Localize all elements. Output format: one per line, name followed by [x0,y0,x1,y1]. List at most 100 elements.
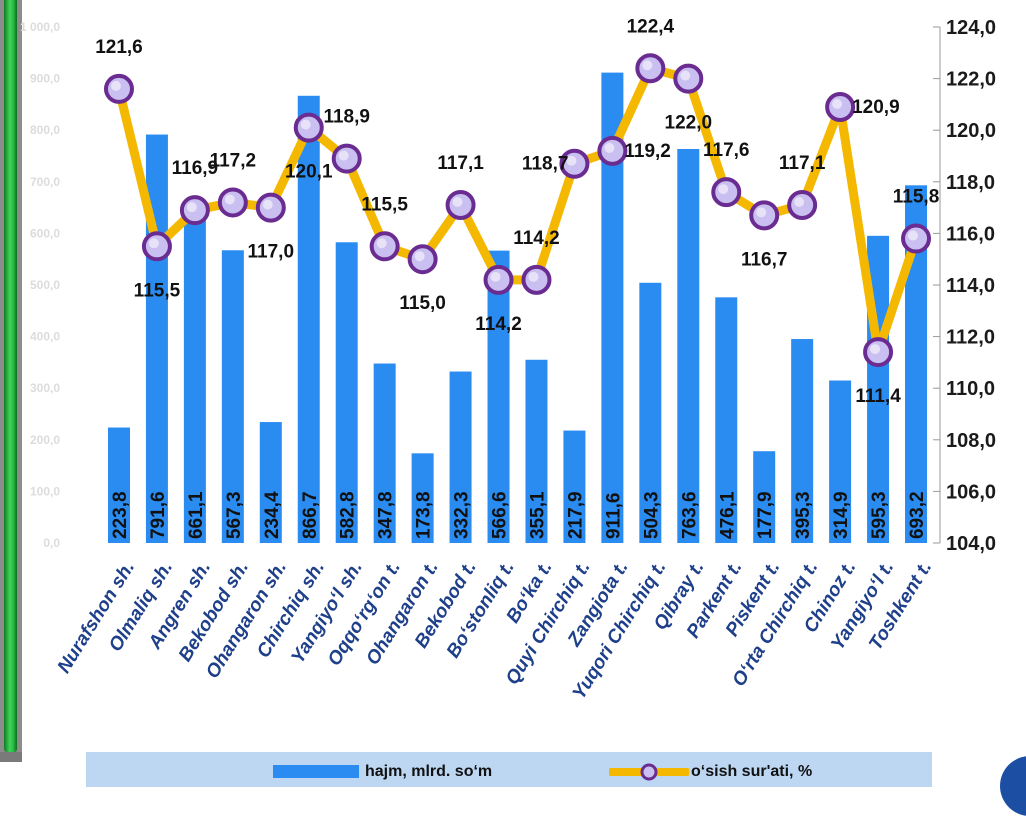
line-value-label: 117,2 [210,150,257,171]
y-right-tick-label: 124,0 [946,17,996,39]
line-marker-highlight [186,202,197,213]
y-right-tick-label: 120,0 [946,120,996,142]
combo-chart: 0,0 100,0 200,0 300,0 400,0 500,0 600,0 700,0 80… [20,16,996,703]
line-value-label: 116,9 [172,158,219,179]
line-marker-highlight [300,119,311,130]
bar [791,339,814,543]
bar-value-label: 347,8 [376,491,397,539]
bar-value-label: 177,9 [755,491,776,539]
bar-value-label: 234,4 [262,491,283,539]
line-value-label: 120,1 [285,162,333,183]
bar [297,95,320,543]
line-value-label: 122,0 [665,113,713,134]
line-value-label: 117,0 [248,242,295,263]
y-right-tick-label: 108,0 [946,430,996,452]
y-left-tick-label: 0,0 [43,536,60,550]
bar-value-label: 866,7 [300,491,321,539]
line-marker-highlight [832,98,843,109]
line-value-label: 117,1 [779,153,826,174]
bar [753,451,776,543]
line-value-label: 115,5 [361,194,408,215]
line-marker-highlight [110,80,121,91]
legend-line-label: o‘sish sur'ati, % [691,763,813,780]
line-value-label: 114,2 [475,314,522,335]
line-value-label: 114,2 [513,228,560,249]
y-right-tick-label: 114,0 [946,275,995,297]
bar-value-label: 566,6 [490,491,511,539]
bar-value-label: 661,1 [186,491,207,539]
y-left-tick-label: 1 000,0 [20,20,60,34]
y-axis-right: 104,0 106,0 108,0 110,0 112,0 114,0 116,0 118,0… [933,17,996,555]
bar-value-label: 763,6 [679,491,700,539]
bar [221,250,244,543]
bar-value-label: 395,3 [793,491,814,539]
legend-bar-label: hajm, mlrd. so‘m [365,763,493,780]
line-marker-highlight [490,271,501,282]
y-right-tick-label: 118,0 [946,172,995,194]
bar-value-label: 693,2 [907,491,928,539]
line-marker-highlight [870,344,881,355]
y-right-tick-label: 104,0 [946,533,996,555]
side-panel-foot [0,752,22,762]
bar [563,430,586,543]
line-marker-highlight [148,238,159,249]
bar-value-labels: 223,8 791,6 661,1 567,3 234,4 866,7 582,8 347,8… [110,491,928,539]
y-left-tick-label: 400,0 [30,330,60,344]
bar [183,201,206,543]
line-marker-highlight [718,184,729,195]
line-value-label: 115,0 [399,293,446,314]
line-value-label: 118,9 [323,107,370,128]
y-axis-left: 0,0 100,0 200,0 300,0 400,0 500,0 600,0 700,0 80… [20,20,60,550]
bar-value-label: 567,3 [224,491,245,539]
bar [411,453,434,543]
y-right-tick-label: 110,0 [946,378,995,400]
y-left-tick-label: 200,0 [30,433,60,447]
legend-line-swatch [609,763,689,781]
y-left-tick-label: 800,0 [30,123,60,137]
bar-value-label: 173,8 [414,491,435,539]
y-right-tick-label: 112,0 [946,327,995,349]
line-marker-highlight [566,155,577,166]
line-value-label: 121,6 [95,37,143,58]
line-marker-highlight [338,150,349,161]
y-left-tick-label: 300,0 [30,381,60,395]
line-marker-highlight [908,230,919,241]
bar [449,371,472,543]
bar-value-label: 595,3 [869,491,890,539]
line-marker-highlight [604,142,615,153]
line-marker-highlight [262,199,273,210]
bar-value-label: 504,3 [641,491,662,539]
bar [525,359,548,543]
line-value-label: 115,5 [134,280,181,301]
y-left-tick-label: 500,0 [30,278,60,292]
line-marker-highlight [414,251,425,262]
line-marker-highlight [452,197,463,208]
line-value-label: 118,7 [522,154,569,175]
y-left-tick-label: 100,0 [30,484,60,498]
line-marker-highlight [224,194,235,205]
bar [107,427,130,543]
corner-badge [1000,756,1026,816]
bar [905,185,928,543]
y-right-tick-label: 122,0 [946,69,996,91]
y-right-tick-label: 116,0 [946,223,995,245]
line-marker-highlight [680,70,691,81]
line-value-label: 115,8 [893,187,940,208]
line-marker-highlight [794,197,805,208]
bar-value-label: 217,9 [565,491,586,539]
line-marker-highlight [756,207,767,218]
bar-value-label: 332,3 [452,491,473,539]
bar [715,297,738,543]
bar-value-label: 791,6 [148,491,169,539]
line-value-label: 119,2 [624,141,671,162]
bar [335,242,358,543]
bar-value-label: 223,8 [110,491,131,539]
y-left-tick-label: 600,0 [30,226,60,240]
line-marker-highlight [642,60,653,71]
line-value-label: 117,6 [703,140,750,161]
side-accent-bar [4,0,17,752]
legend: hajm, mlrd. so‘m o‘sish sur'ati, % [86,752,932,787]
line-value-label: 120,9 [852,97,900,118]
bar-value-label: 355,1 [527,491,548,539]
